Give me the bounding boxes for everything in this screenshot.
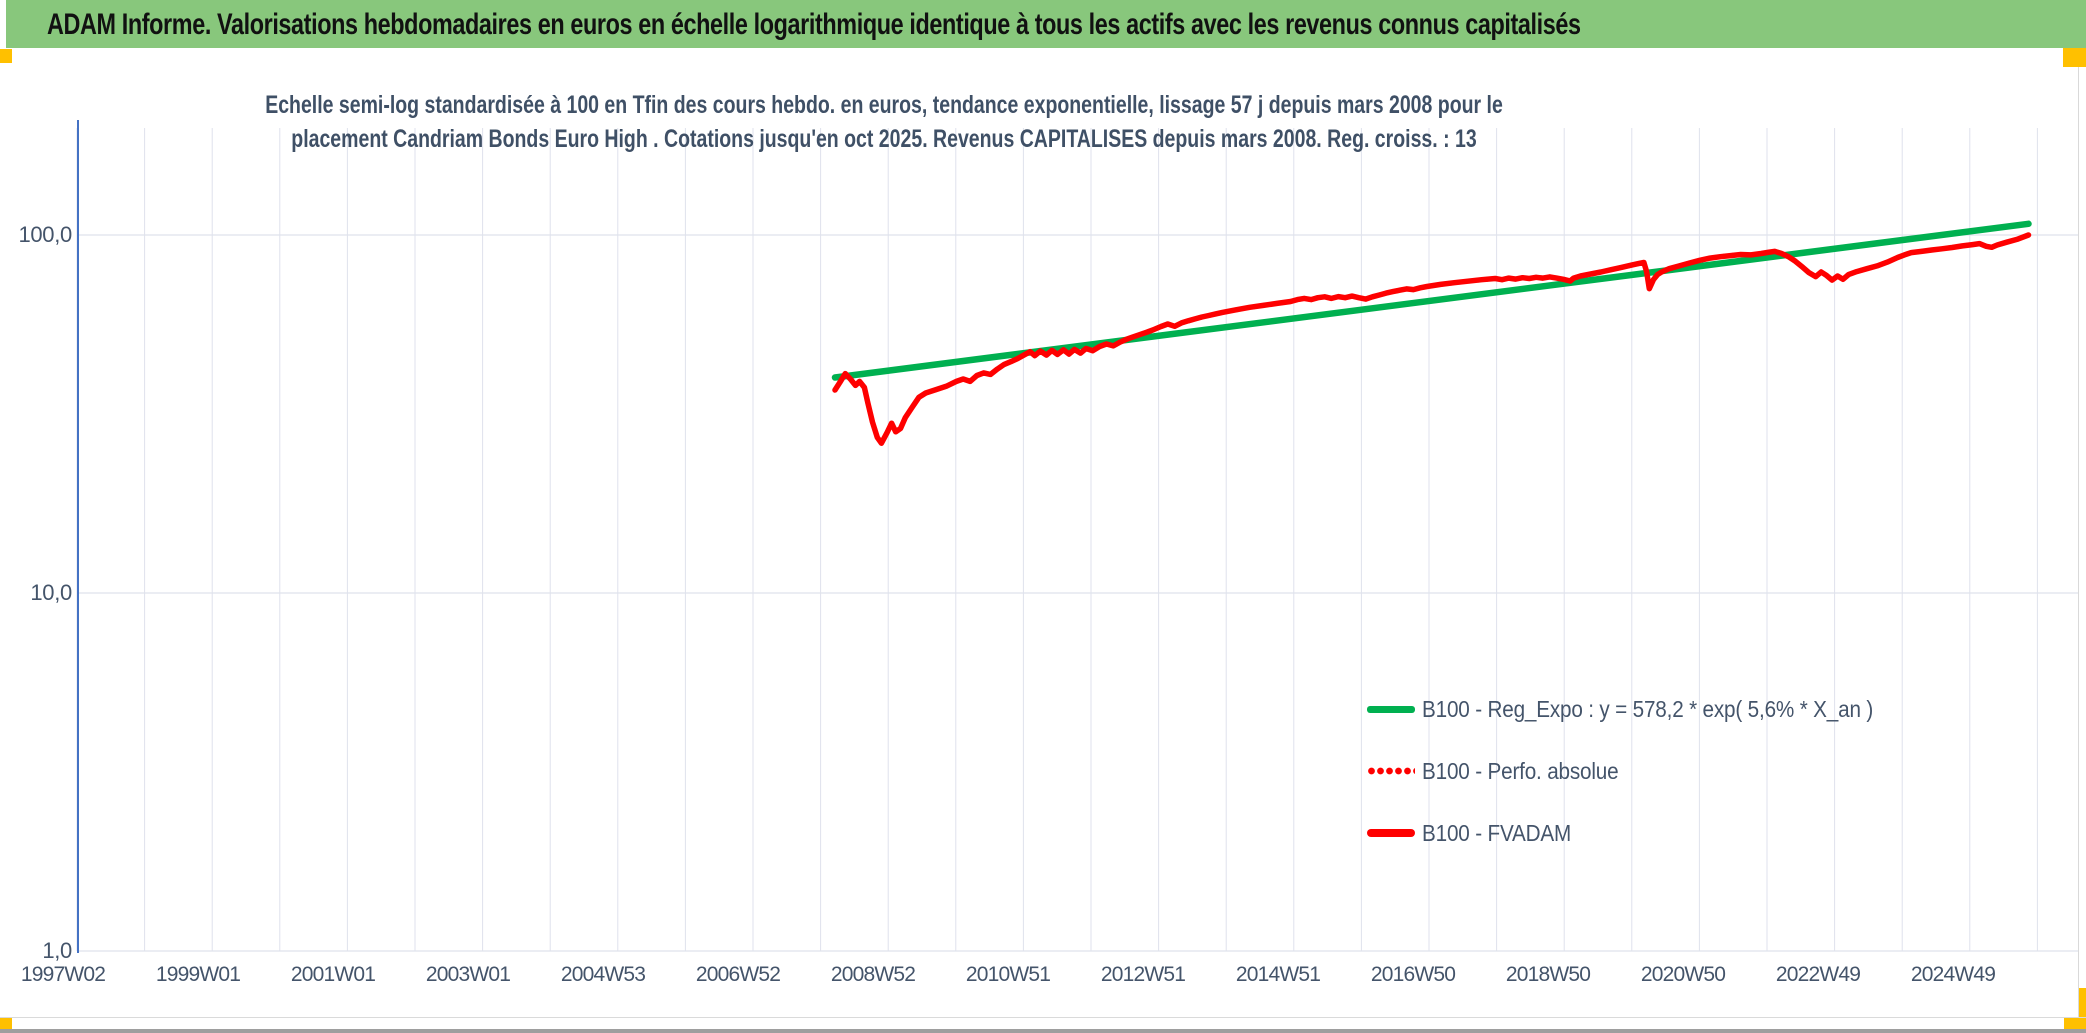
x-tick-label: 2004W53: [560, 963, 646, 986]
chart-legend: B100 - Reg_Expo : y = 578,2 * exp( 5,6% …: [1367, 688, 1923, 874]
x-tick-label: 2003W01: [425, 963, 511, 986]
gold-accent-top-left: [0, 49, 12, 63]
legend-label: B100 - Perfo. absolue: [1422, 757, 1619, 784]
x-tick-label: 2012W51: [1100, 963, 1186, 986]
legend-line-sample-icon: [1367, 829, 1415, 837]
series-fvadam: [832, 232, 2032, 446]
header-bar: ADAM Informe. Valorisations hebdomadaire…: [6, 0, 2086, 48]
x-tick-label: 1997W02: [20, 963, 106, 986]
bottom-bar: [0, 1029, 2086, 1033]
legend-item: B100 - FVADAM: [1367, 812, 1923, 854]
chart-right-border: [2078, 67, 2079, 1017]
series-perfo-absolue: [832, 232, 2031, 446]
x-tick-label: 2024W49: [1910, 963, 1996, 986]
chart-title-line2: placement Candriam Bonds Euro High . Cot…: [291, 125, 1477, 153]
gold-accent-top-right: [2063, 48, 2086, 67]
legend-label: B100 - Reg_Expo : y = 578,2 * exp( 5,6% …: [1422, 695, 1874, 722]
legend-label: B100 - FVADAM: [1422, 819, 1572, 846]
gold-accent-right-strip: [2078, 988, 2086, 1032]
sheet-bottom-line: [0, 1017, 2086, 1018]
y-tick-label: 1,0: [42, 938, 72, 963]
legend-item: B100 - Perfo. absolue: [1367, 750, 1923, 792]
x-tick-label: 2010W51: [965, 963, 1051, 986]
legend-line-sample-icon: [1367, 705, 1415, 713]
page-title: ADAM Informe. Valorisations hebdomadaire…: [47, 8, 1581, 41]
x-tick-label: 2006W52: [695, 963, 781, 986]
x-tick-label: 2016W50: [1370, 963, 1456, 986]
legend-item: B100 - Reg_Expo : y = 578,2 * exp( 5,6% …: [1367, 688, 1923, 730]
x-tick-label: 1999W01: [155, 963, 241, 986]
x-tick-label: 2014W51: [1235, 963, 1321, 986]
gold-accent-bottom-left: [0, 1018, 12, 1031]
series-reg-expo-trend: [831, 220, 2032, 381]
legend-line-sample-icon: [1367, 767, 1415, 775]
chart-title: Echelle semi-log standardisée à 100 en T…: [0, 88, 1768, 156]
x-tick-label: 2022W49: [1775, 963, 1861, 986]
x-tick-label: 2020W50: [1640, 963, 1726, 986]
y-tick-label: 10,0: [30, 580, 72, 605]
y-tick-label: 100,0: [18, 222, 72, 247]
x-tick-label: 2001W01: [290, 963, 376, 986]
x-tick-label: 2008W52: [830, 963, 916, 986]
x-tick-label: 2018W50: [1505, 963, 1591, 986]
chart-title-line1: Echelle semi-log standardisée à 100 en T…: [265, 91, 1503, 119]
